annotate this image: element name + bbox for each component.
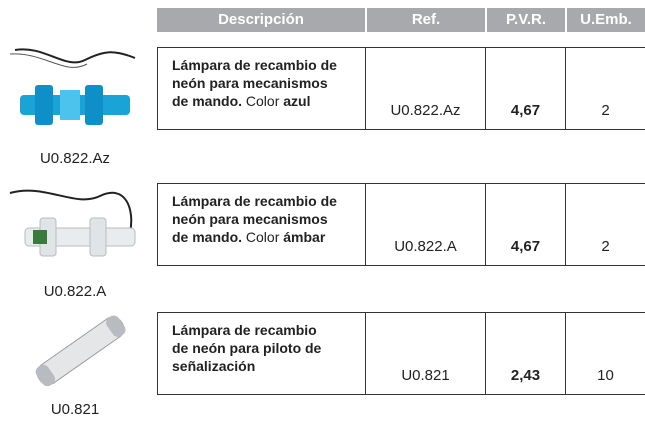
- ref-cell: U0.822.Az: [365, 48, 485, 129]
- description-line: neón para mecanismos: [172, 210, 365, 228]
- ref-value: U0.821: [401, 367, 450, 384]
- description-cell: Lámpara de recambio de neón para piloto d…: [157, 313, 365, 394]
- uemb-value: 2: [601, 102, 610, 119]
- ref-value: U0.822.A: [394, 238, 457, 255]
- description-text: Color: [242, 229, 284, 245]
- product-code-caption: U0.821: [50, 401, 100, 418]
- table-row: Lámpara de recambio de neón para mecanism…: [157, 47, 645, 130]
- description-text: de mando.: [172, 93, 243, 109]
- header-price: P.V.R.: [485, 8, 565, 32]
- description-text: Lámpara de recambio de: [172, 193, 337, 209]
- description-text: señalización: [172, 358, 256, 374]
- description-line: señalización: [172, 357, 365, 375]
- product-code-caption: U0.822.A: [43, 283, 107, 300]
- uemb-cell: 10: [565, 313, 645, 394]
- uemb-cell: 2: [565, 48, 645, 129]
- description-text: Color: [242, 93, 284, 109]
- header-description: Descripción: [157, 8, 365, 32]
- product-code-caption: U0.822.Az: [39, 150, 111, 167]
- description-text: de neón para piloto de: [172, 340, 322, 356]
- description-text: Lámpara de recambio: [172, 322, 317, 338]
- uemb-value: 10: [597, 367, 614, 384]
- description-text: azul: [283, 93, 311, 109]
- uemb-value: 2: [601, 238, 610, 255]
- description-cell: Lámpara de recambio de neón para mecanism…: [157, 184, 365, 265]
- ref-cell: U0.821: [365, 313, 485, 394]
- uemb-cell: 2: [565, 184, 645, 265]
- description-line: Lámpara de recambio de: [172, 56, 365, 74]
- pvr-cell: 4,67: [485, 184, 565, 265]
- header-units: U.Emb.: [565, 8, 645, 32]
- description-line: de neón para piloto de: [172, 339, 365, 357]
- pvr-cell: 4,67: [485, 48, 565, 129]
- pvr-value: 4,67: [510, 238, 541, 255]
- pvr-value: 4,67: [510, 102, 541, 119]
- product-image: [35, 315, 126, 387]
- header-ref: Ref.: [365, 8, 485, 32]
- pvr-cell: 2,43: [485, 313, 565, 394]
- description-text: de mando.: [172, 229, 243, 245]
- description-line: Lámpara de recambio de: [172, 192, 365, 210]
- description-text: neón para mecanismos: [172, 75, 328, 91]
- pvr-value: 2,43: [510, 367, 541, 384]
- description-cell: Lámpara de recambio de neón para mecanism…: [157, 48, 365, 129]
- product-image: [9, 189, 136, 257]
- description-text: Lámpara de recambio de: [172, 57, 337, 73]
- table-row: Lámpara de recambio de neón para mecanism…: [157, 183, 645, 266]
- product-image: [9, 48, 136, 125]
- description-text: ámbar: [283, 229, 326, 245]
- description-line: Lámpara de recambio: [172, 321, 365, 339]
- ref-value: U0.822.Az: [390, 102, 461, 119]
- description-line: neón para mecanismos: [172, 74, 365, 92]
- description-text: neón para mecanismos: [172, 211, 328, 227]
- ref-cell: U0.822.A: [365, 184, 485, 265]
- description-line: de mando. Color azul: [172, 92, 365, 110]
- table-row: Lámpara de recambio de neón para piloto d…: [157, 312, 645, 395]
- description-line: de mando. Color ámbar: [172, 228, 365, 246]
